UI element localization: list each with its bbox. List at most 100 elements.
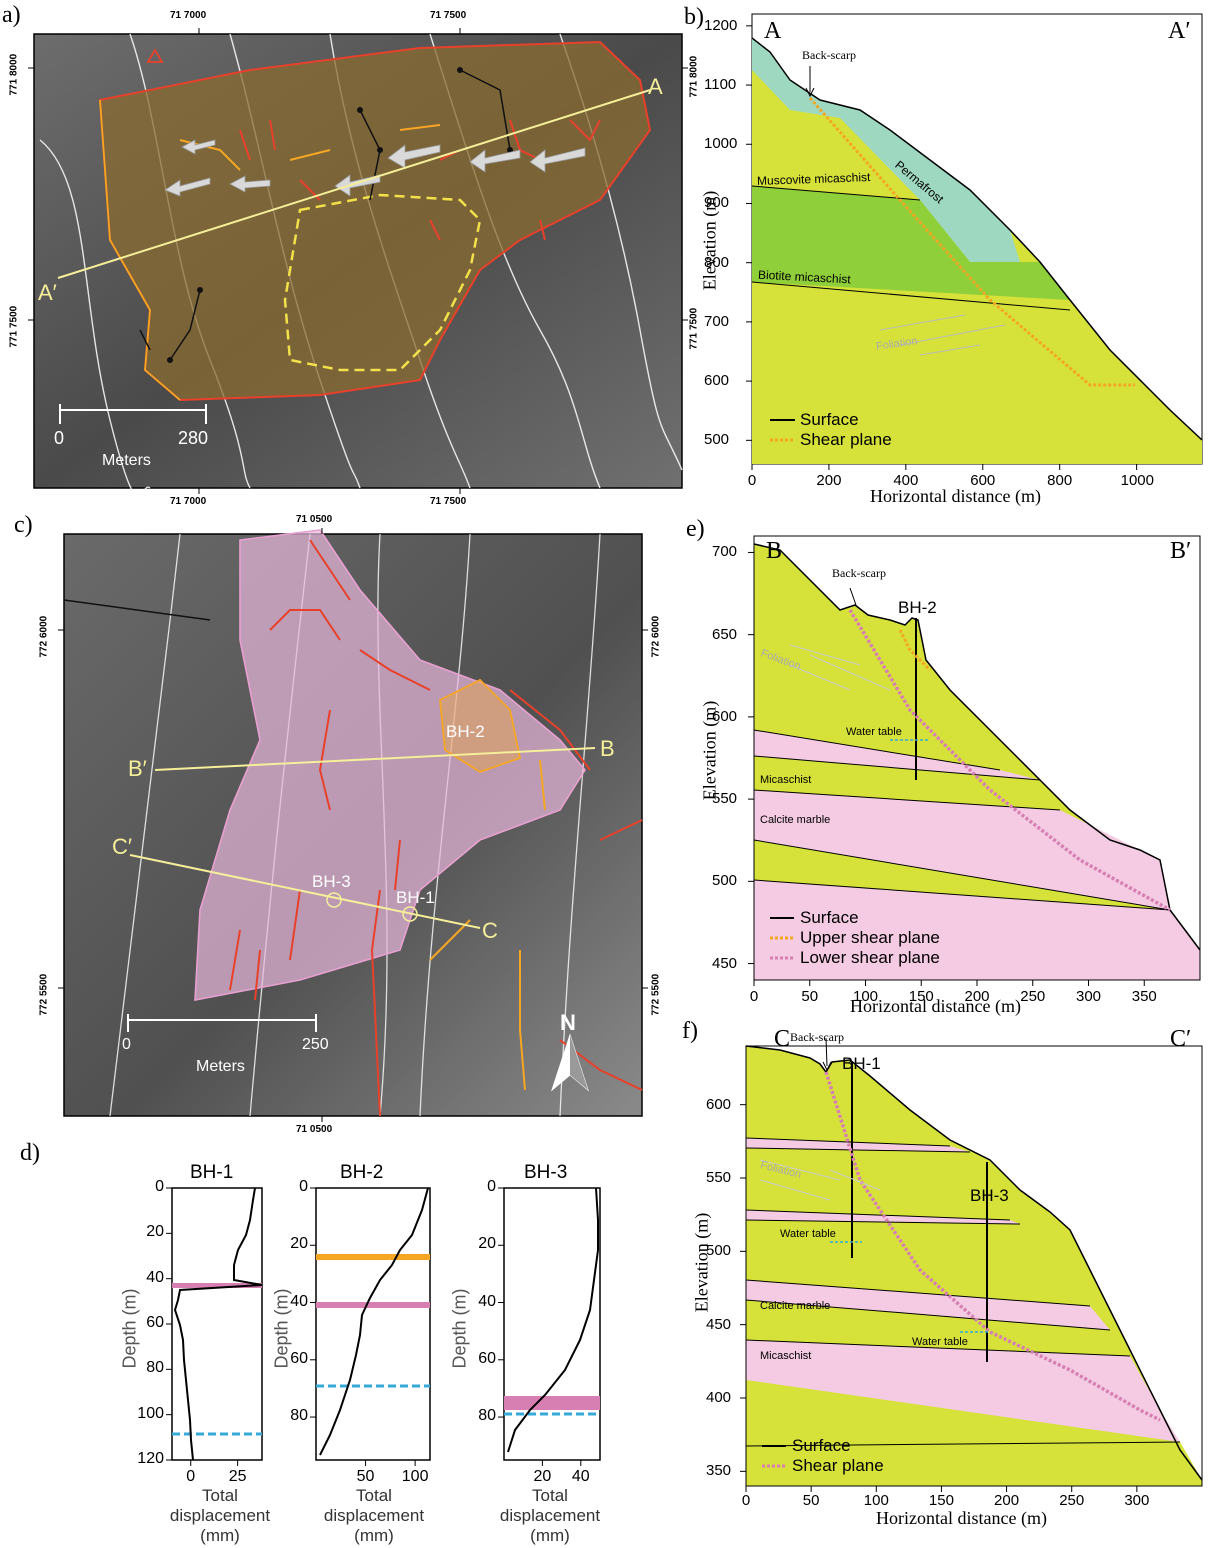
annotation-bh1-section: BH-1 <box>842 1054 881 1073</box>
d-0-ytick-20: 20 <box>146 1223 164 1241</box>
panel-f-section <box>740 1037 1203 1492</box>
d-xlabel-2-line-1: Total <box>356 1486 392 1505</box>
d-0-ytick-0: 0 <box>155 1178 164 1195</box>
tick-a-bottom-2: 71 7500 <box>430 496 467 507</box>
d-xlabel-1-line-1: Total <box>202 1486 238 1505</box>
e-xtick-150: 150 <box>908 988 934 1005</box>
d-2-ytick-20: 20 <box>478 1235 496 1253</box>
d-xlabel-1-line-3: (mm) <box>200 1526 240 1545</box>
panel-e-label: e) <box>686 516 705 542</box>
borehole-label-bh1-map: BH-1 <box>396 888 435 907</box>
annotation-back-scarp-f: Back-scarp <box>790 1030 844 1044</box>
b-ytick-800: 800 <box>704 253 730 271</box>
annotation-water-table-f2: Water table <box>912 1336 968 1348</box>
panel-b-section <box>746 13 1203 470</box>
legend-f-shear: Shear plane <box>792 1456 884 1475</box>
section-line-c <box>129 854 481 929</box>
b-ytick-1100: 1100 <box>704 76 737 94</box>
bh3-plot <box>503 1187 601 1461</box>
d-0-ytick-40: 40 <box>146 1268 164 1286</box>
e-xtick-0: 0 <box>749 988 759 1005</box>
annotation-back-scarp-e: Back-scarp <box>832 566 886 580</box>
xlabel-f: Horizontal distance (m) <box>876 1508 1047 1528</box>
e-ytick-500: 500 <box>712 872 738 890</box>
f-ytick-600: 600 <box>706 1095 732 1113</box>
d-xlabel-2: Total displacement (mm) <box>304 1486 444 1546</box>
d-xlabel-3: Total displacement (mm) <box>480 1486 620 1546</box>
b-ytick-900: 900 <box>704 194 730 212</box>
xlabel-b: Horizontal distance (m) <box>870 486 1041 506</box>
landslide-outline-c <box>194 529 586 1001</box>
section-f-right-tag: C′ <box>1170 1026 1192 1052</box>
e-xtick-350: 350 <box>1131 988 1157 1005</box>
scale-c-max: 250 <box>302 1036 329 1053</box>
f-xtick-0: 0 <box>741 1492 751 1509</box>
panel-e-section <box>748 535 1201 986</box>
d-xlabel-1-line-2: displacement <box>169 1506 271 1525</box>
d-2-xtick-20: 20 <box>533 1468 552 1485</box>
panel-c-map <box>58 528 648 1122</box>
e-xtick-300: 300 <box>1075 988 1102 1005</box>
f-ytick-350: 350 <box>706 1462 732 1480</box>
e-xtick-200: 200 <box>964 988 990 1005</box>
panel-a-label: a) <box>2 2 21 28</box>
annotation-micaschist-f: Micaschist <box>760 1350 812 1362</box>
section-line-b <box>154 747 596 771</box>
d-1-ytick-20: 20 <box>290 1235 308 1253</box>
b-ytick-500: 500 <box>704 431 730 449</box>
e-ytick-600: 600 <box>712 707 738 725</box>
d-2-xtick-40: 40 <box>571 1468 590 1485</box>
section-f-left-tag: C <box>774 1026 791 1052</box>
d-xlabel-3-line-3: (mm) <box>530 1526 570 1545</box>
tick-c-top: 71 0500 <box>296 514 333 525</box>
legend-e-lower: Lower shear plane <box>800 948 940 967</box>
b-xtick-400: 400 <box>893 472 919 489</box>
annotation-calcite-e: Calcite marble <box>760 814 831 826</box>
panel-d-plots <box>166 1187 601 1466</box>
e-ytick-550: 550 <box>712 790 738 808</box>
d-0-xtick-25: 25 <box>228 1468 247 1485</box>
f-ytick-400: 400 <box>706 1389 732 1406</box>
d-ylabel-3: Depth (m) <box>449 1288 470 1369</box>
d-xlabel-3-line-1: Total <box>532 1486 568 1505</box>
section-b-end-label: B′ <box>128 756 147 781</box>
b-ytick-700: 700 <box>704 312 730 330</box>
d-2-ytick-40: 40 <box>478 1292 496 1310</box>
xlabel-e: Horizontal distance (m) <box>850 996 1021 1016</box>
d-1-xtick-100: 100 <box>401 1468 429 1485</box>
annotation-water-table-e: Water table <box>846 726 902 738</box>
f-xtick-200: 200 <box>994 1492 1020 1509</box>
legend-b-shear: Shear plane <box>800 430 892 449</box>
legend-e-upper: Upper shear plane <box>800 928 940 947</box>
tick-c-right-2: 772 5500 <box>650 973 662 1016</box>
d-2-ytick-80: 80 <box>478 1407 496 1425</box>
scale-a-max: 280 <box>178 428 209 448</box>
legend-e-surface: Surface <box>800 908 859 927</box>
tick-a-left-1: 771 8000 <box>8 53 20 96</box>
section-a-end-label: A′ <box>38 280 57 305</box>
tick-c-right-1: 772 6000 <box>650 615 662 658</box>
d-0-ytick-60: 60 <box>146 1314 164 1331</box>
section-e-right-tag: B′ <box>1170 538 1192 564</box>
d-1-ytick-40: 40 <box>290 1292 308 1310</box>
e-xtick-100: 100 <box>852 988 879 1005</box>
borehole-label-bh2-map: BH-2 <box>446 722 485 741</box>
bh2-title: BH-2 <box>340 1162 384 1183</box>
annotation-water-table-f1: Water table <box>780 1228 836 1240</box>
d-xlabel-1: Total displacement (mm) <box>150 1486 290 1546</box>
b-ytick-1000: 1000 <box>704 135 738 153</box>
d-0-ytick-80: 80 <box>146 1359 164 1377</box>
ylabel-f: Elevation (m) <box>691 1212 712 1313</box>
d-0-ytick-100: 100 <box>137 1404 164 1422</box>
bh3-title: BH-3 <box>524 1162 568 1183</box>
section-a-start-label: A <box>648 74 663 99</box>
f-ytick-500: 500 <box>706 1242 732 1260</box>
tick-c-left-2: 772 5500 <box>38 973 50 1016</box>
panel-b-label: b) <box>684 4 704 30</box>
scale-c-unit: Meters <box>196 1058 245 1075</box>
d-xlabel-3-line-2: displacement <box>499 1506 601 1525</box>
d-1-ytick-0: 0 <box>299 1178 308 1195</box>
b-ytick-600: 600 <box>704 372 730 390</box>
d-ylabel-2: Depth (m) <box>271 1288 292 1369</box>
tick-a-left-2: 771 7500 <box>8 305 20 348</box>
